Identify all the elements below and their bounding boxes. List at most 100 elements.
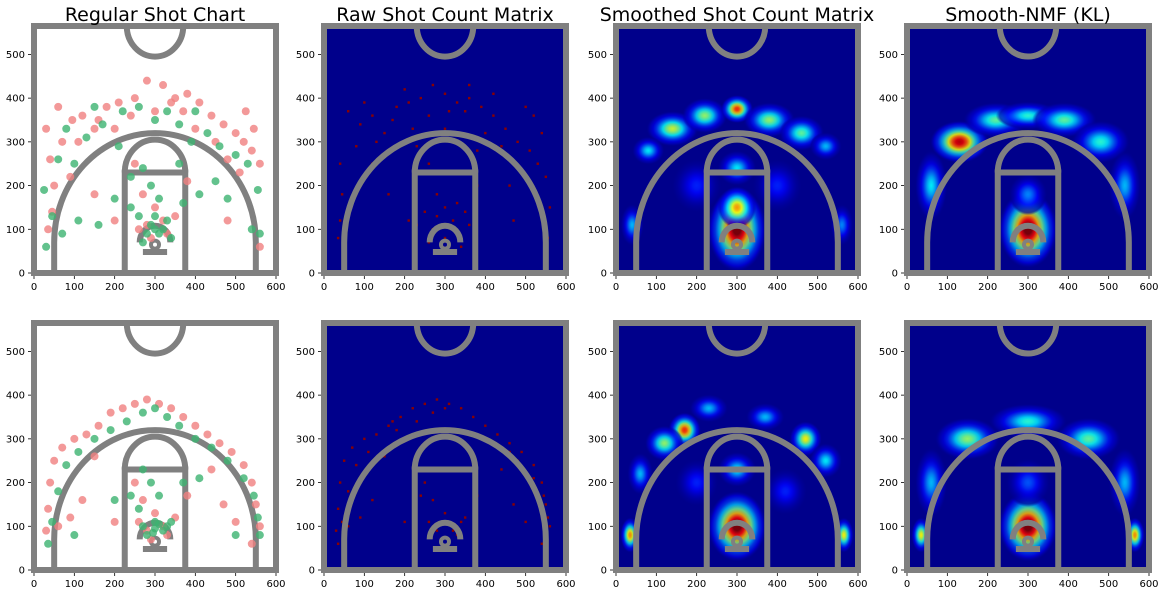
shot-point: [251, 500, 260, 509]
shot-point: [215, 439, 224, 448]
x-tick-label: 200: [978, 282, 997, 293]
count-cell: [395, 428, 398, 432]
y-tick-label: 200: [6, 181, 25, 192]
count-cell: [431, 498, 435, 502]
shot-point: [151, 115, 159, 124]
shot-point: [191, 107, 200, 116]
court-boundary: [613, 23, 861, 276]
shot-point: [44, 539, 53, 548]
y-tick-label: 200: [879, 181, 898, 192]
three-point-line: [633, 130, 841, 273]
density-blob: [998, 491, 1058, 562]
shot-point: [247, 539, 256, 548]
count-cell: [371, 498, 374, 502]
panel-row2-col1: 0 100 200 300 400 500 600 0 100 200 300 400 500: [6, 320, 286, 590]
count-cell: [451, 529, 455, 532]
x-tick-label: 0: [904, 579, 910, 590]
count-cell: [443, 127, 447, 130]
density-blob: [645, 425, 684, 461]
y-tick-label: 100: [296, 522, 315, 533]
y-tick-label: 0: [309, 566, 315, 577]
count-cell: [532, 114, 535, 117]
y-tick-label: 300: [296, 137, 315, 148]
shot-point: [138, 496, 147, 505]
count-cell: [347, 525, 350, 528]
shot-point: [134, 212, 143, 221]
shot-point: [207, 443, 216, 452]
shot-point: [183, 491, 192, 500]
center-circle: [996, 323, 1060, 357]
y-tick-label: 100: [879, 522, 898, 533]
shot-point: [223, 155, 232, 164]
shot-point: [179, 412, 188, 421]
shot-point: [243, 159, 252, 168]
shot-point: [142, 229, 151, 238]
shot-point: [175, 159, 184, 168]
paint-lane: [703, 466, 771, 570]
count-cell: [528, 149, 531, 152]
shot-point: [70, 434, 79, 443]
x-tick-label: 0: [31, 579, 37, 590]
paint-lane: [994, 169, 1062, 273]
count-cell: [532, 476, 535, 480]
y-tick-label: 300: [879, 434, 898, 445]
x-tick-label: 300: [145, 282, 164, 293]
panel-row1-col4: Smooth-NMF (KL) 0 100 200 300 400 500 600 0 100 20…: [879, 4, 1159, 293]
count-cell: [375, 433, 378, 436]
shot-point: [231, 129, 240, 138]
shot-point: [106, 408, 115, 417]
free-throw-circle: [703, 136, 771, 173]
shot-point: [42, 242, 51, 251]
y-tick-label: 400: [588, 391, 607, 402]
count-cell: [423, 402, 427, 406]
paint-lane: [994, 466, 1062, 570]
x-tick-label: 100: [647, 579, 666, 590]
count-cell: [500, 145, 503, 148]
count-cell: [419, 96, 422, 100]
shot-point: [114, 142, 123, 151]
count-cell: [500, 468, 503, 471]
x-tick-label: 300: [1018, 282, 1037, 293]
shot-point: [207, 111, 216, 120]
x-tick-label: 200: [395, 282, 414, 293]
shot-point: [118, 404, 127, 413]
shot-point: [102, 102, 111, 111]
shot-point: [130, 478, 139, 487]
panel-title: Smoothed Shot Count Matrix: [600, 4, 875, 26]
center-circle: [996, 26, 1060, 60]
y-tick-label: 100: [296, 225, 315, 236]
x-tick-label: 500: [226, 579, 245, 590]
count-cell: [443, 511, 447, 515]
panel-title: Smooth-NMF (KL): [945, 4, 1111, 26]
shot-point: [54, 522, 63, 531]
x-tick-label: 100: [355, 579, 374, 590]
x-tick-label: 500: [1099, 282, 1118, 293]
density-blob: [717, 150, 757, 186]
panel-row2-col4: 0 100 200 300 400 500 600 0 100 200 300 400 500: [879, 320, 1159, 590]
shot-point: [255, 159, 264, 168]
shot-point: [74, 137, 83, 146]
shot-point: [167, 98, 176, 107]
count-cell: [508, 184, 511, 187]
y-tick-label: 500: [296, 347, 315, 358]
x-tick-label: 100: [938, 282, 957, 293]
count-cell: [520, 450, 523, 454]
y-tick-label: 100: [588, 522, 607, 533]
free-throw-circle: [411, 433, 479, 470]
shot-point: [203, 430, 212, 439]
shot-point: [151, 404, 159, 413]
paint-lane: [411, 169, 479, 273]
shot-point: [94, 220, 103, 229]
count-cell: [443, 407, 447, 410]
count-cell: [363, 101, 366, 104]
density-blob: [915, 447, 948, 518]
shot-point: [98, 120, 107, 129]
y-tick-label: 300: [879, 137, 898, 148]
shot-point: [253, 513, 262, 522]
y-tick-label: 300: [6, 137, 25, 148]
count-cell: [371, 114, 374, 117]
x-tick-label: 400: [1059, 282, 1078, 293]
y-tick-label: 0: [892, 269, 898, 280]
panel-row1-col3: Smoothed Shot Count Matrix 0 100 200 300 400 5…: [588, 4, 874, 293]
shot-point: [122, 417, 131, 426]
